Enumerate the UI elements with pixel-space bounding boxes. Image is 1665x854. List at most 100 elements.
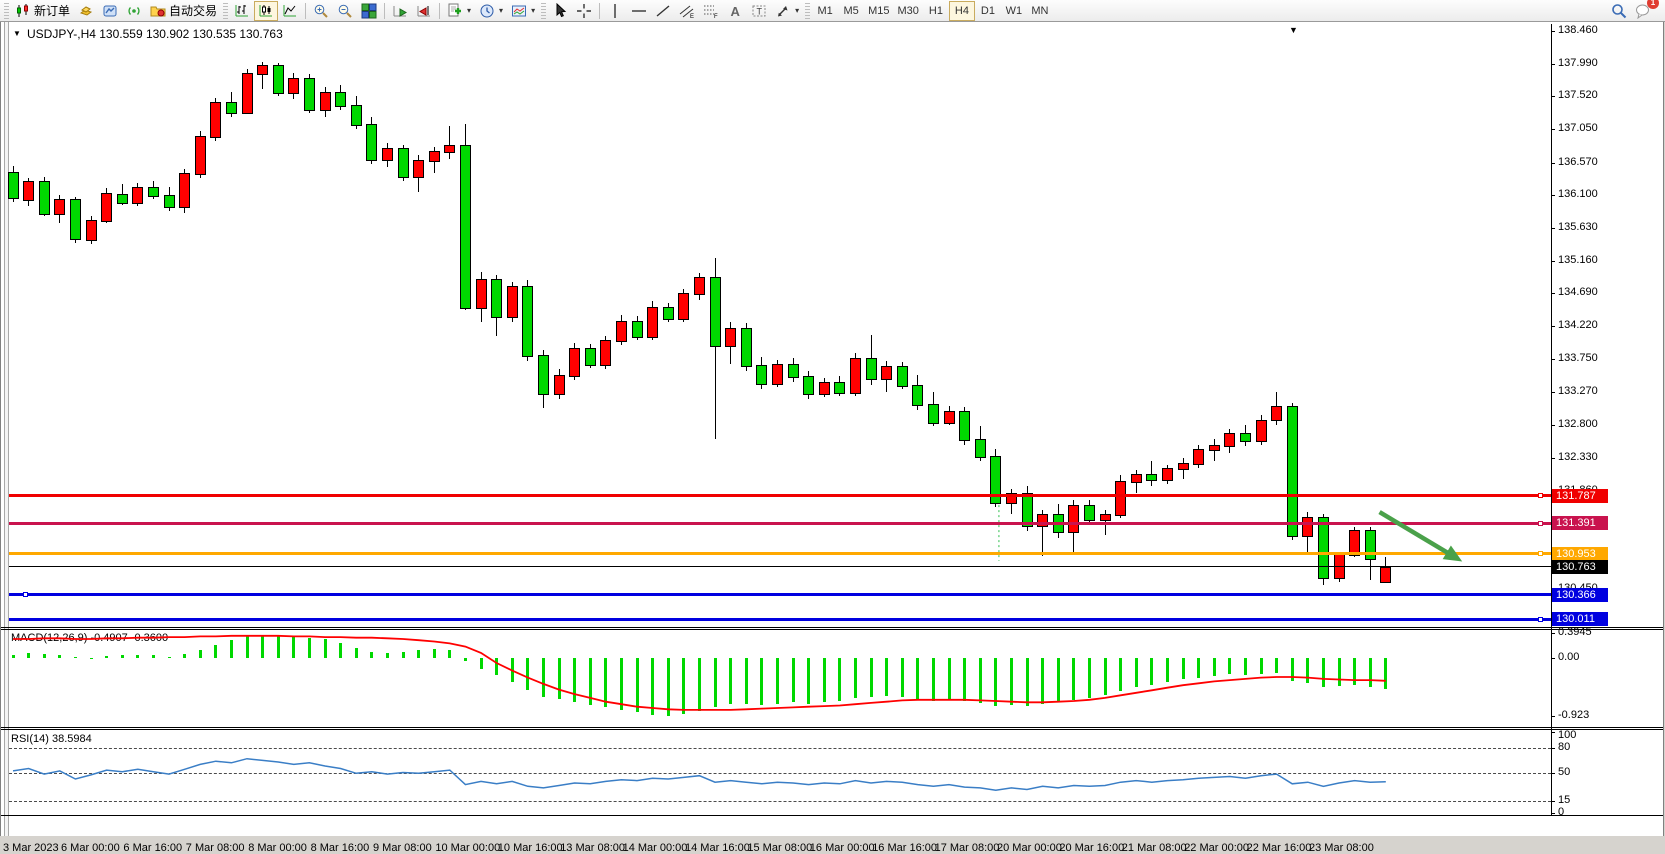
toolbar-grip[interactable] <box>4 2 9 19</box>
channel-button[interactable]: E <box>675 1 699 21</box>
timeframe-w1[interactable]: W1 <box>1001 1 1027 21</box>
candle[interactable] <box>537 355 549 396</box>
toolbar-grip[interactable] <box>541 2 547 19</box>
timeframe-mn[interactable]: MN <box>1027 1 1053 21</box>
zoom-out-button[interactable] <box>333 1 357 21</box>
candle[interactable] <box>459 145 471 309</box>
candle[interactable] <box>350 104 362 127</box>
candle[interactable] <box>475 278 487 309</box>
candle[interactable] <box>787 363 799 379</box>
candle[interactable] <box>631 320 643 338</box>
candle[interactable] <box>1005 493 1017 504</box>
candle[interactable] <box>849 358 861 394</box>
candle[interactable] <box>662 306 674 320</box>
horizontal-line-button[interactable] <box>627 1 651 21</box>
candle[interactable] <box>834 381 846 394</box>
candle[interactable] <box>600 340 612 366</box>
text-button[interactable]: A <box>723 1 747 21</box>
candle[interactable] <box>272 65 284 95</box>
candle[interactable] <box>912 384 924 407</box>
candle[interactable] <box>569 348 581 377</box>
candle[interactable] <box>1115 480 1127 517</box>
candle[interactable] <box>101 193 113 223</box>
candle[interactable] <box>725 327 737 347</box>
horizontal-level-line[interactable] <box>9 494 1551 498</box>
candlestick-chart-button[interactable] <box>254 0 279 21</box>
toolbar-grip[interactable] <box>223 2 229 19</box>
candle[interactable] <box>522 285 534 358</box>
candle[interactable] <box>506 285 518 319</box>
candle[interactable] <box>615 320 627 343</box>
candle[interactable] <box>1068 505 1080 533</box>
candle[interactable] <box>1364 530 1376 561</box>
candle[interactable] <box>959 411 971 441</box>
candle[interactable] <box>1177 462 1189 471</box>
candle[interactable] <box>54 198 66 216</box>
notifications-button[interactable]: 1 <box>1631 0 1659 21</box>
candle[interactable] <box>428 150 440 163</box>
candle[interactable] <box>366 124 378 162</box>
horizontal-level-line[interactable] <box>9 593 1551 597</box>
period-button[interactable]: ▾ <box>475 1 507 21</box>
candle[interactable] <box>1037 514 1049 528</box>
vertical-line-button[interactable] <box>603 1 627 21</box>
candle[interactable] <box>1380 566 1392 584</box>
candle[interactable] <box>7 172 19 199</box>
candle[interactable] <box>38 181 50 216</box>
candle[interactable] <box>803 376 815 396</box>
add-object-button[interactable]: ▾ <box>443 1 475 21</box>
bar-chart-button[interactable] <box>230 1 254 21</box>
template-button[interactable]: ▾ <box>507 1 539 21</box>
candle[interactable] <box>678 292 690 320</box>
candle[interactable] <box>709 277 721 347</box>
level-handle[interactable] <box>1538 551 1543 557</box>
horizontal-level-line[interactable] <box>9 521 1551 525</box>
timeframe-h1[interactable]: H1 <box>923 1 949 21</box>
candle[interactable] <box>1130 473 1142 483</box>
candle[interactable] <box>584 348 596 366</box>
candle[interactable] <box>1239 433 1251 443</box>
candle[interactable] <box>1286 405 1298 538</box>
cursor-button[interactable] <box>548 1 572 21</box>
signal-button[interactable] <box>122 1 146 21</box>
candle[interactable] <box>927 404 939 424</box>
candle[interactable] <box>1146 473 1158 482</box>
level-handle[interactable] <box>1538 520 1543 526</box>
candle[interactable] <box>1302 516 1314 538</box>
candle[interactable] <box>1021 493 1033 528</box>
search-button[interactable] <box>1607 1 1631 21</box>
candle[interactable] <box>397 147 409 178</box>
one-click-trading-arrow-icon[interactable]: ▼ <box>13 29 21 38</box>
candle[interactable] <box>69 199 81 241</box>
level-handle[interactable] <box>23 592 28 598</box>
candle[interactable] <box>147 186 159 198</box>
candle[interactable] <box>1271 405 1283 422</box>
candle[interactable] <box>974 438 986 459</box>
candle[interactable] <box>381 147 393 162</box>
candle[interactable] <box>303 78 315 111</box>
candle[interactable] <box>1224 433 1236 447</box>
candle[interactable] <box>491 278 503 319</box>
level-handle[interactable] <box>1538 493 1543 499</box>
candle[interactable] <box>132 186 144 205</box>
timeframe-m15[interactable]: M15 <box>864 1 893 21</box>
candle[interactable] <box>85 220 97 242</box>
candle[interactable] <box>194 136 206 175</box>
candle[interactable] <box>818 381 830 396</box>
candle[interactable] <box>116 193 128 205</box>
candle[interactable] <box>225 101 237 114</box>
line-chart-button[interactable] <box>278 1 302 21</box>
timeframe-m5[interactable]: M5 <box>838 1 864 21</box>
autoscroll-button[interactable] <box>388 1 412 21</box>
candle[interactable] <box>1208 444 1220 452</box>
candle[interactable] <box>943 411 955 424</box>
candle[interactable] <box>241 72 253 114</box>
candle[interactable] <box>413 160 425 178</box>
candle[interactable] <box>756 365 768 386</box>
toolbar-grip[interactable] <box>805 2 811 19</box>
horizontal-level-line[interactable] <box>9 617 1551 621</box>
timeframe-h4[interactable]: H4 <box>948 0 975 21</box>
candle[interactable] <box>319 92 331 111</box>
candle[interactable] <box>647 306 659 338</box>
pane-separator[interactable] <box>1 727 1663 728</box>
